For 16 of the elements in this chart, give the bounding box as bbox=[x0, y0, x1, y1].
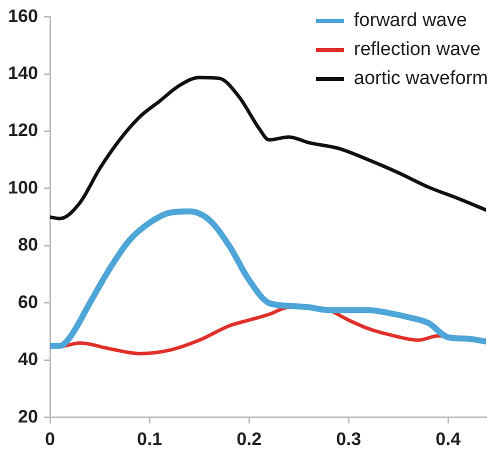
x-tick-label: 0.2 bbox=[236, 429, 262, 450]
y-tick-label: 60 bbox=[18, 292, 38, 312]
y-tick-label: 140 bbox=[8, 62, 38, 83]
x-tick-label: 0.3 bbox=[336, 429, 362, 450]
legend-label: aortic waveform bbox=[354, 67, 488, 91]
x-tick-label: 0.1 bbox=[137, 429, 162, 450]
x-tick-label: 0.4 bbox=[436, 429, 461, 450]
legend-label: forward wave bbox=[354, 9, 467, 33]
y-tick-label: 40 bbox=[18, 349, 38, 370]
y-tick-label: 100 bbox=[8, 177, 38, 198]
x-tick-label: 0 bbox=[45, 429, 56, 450]
y-tick-label: 80 bbox=[18, 234, 38, 255]
legend-label: reflection wave bbox=[354, 38, 481, 62]
y-tick-label: 120 bbox=[8, 120, 38, 140]
y-tick-label: 20 bbox=[18, 406, 38, 426]
y-tick-label: 160 bbox=[8, 6, 38, 26]
